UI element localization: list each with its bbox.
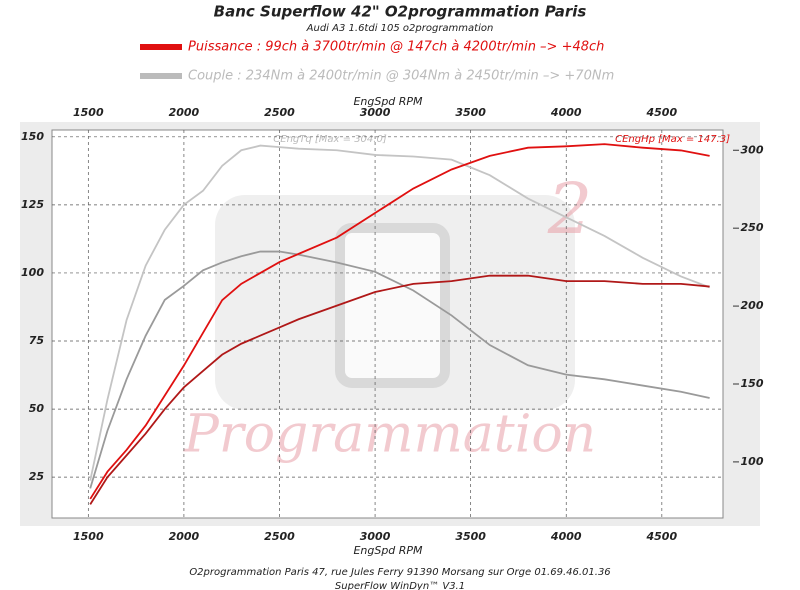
x-tick-label-top: 2000 — [169, 106, 200, 119]
chart-title: Banc Superflow 42" O2programmation Paris — [214, 3, 587, 21]
watermark-logo-frame — [335, 223, 450, 388]
y-tick-label: 75 — [29, 334, 45, 347]
footer: O2programmation Paris 47, rue Jules Ferr… — [189, 567, 610, 578]
x-tick-label-top: 4500 — [646, 106, 678, 119]
annotation: CEngHp [Max = 147.3] — [615, 134, 730, 145]
series-line — [89, 274, 710, 505]
y2-tick-label: 200 — [741, 299, 764, 312]
y-tick-label: 125 — [21, 198, 44, 211]
legend-label: Couple : 234Nm à 2400tr/min @ 304Nm à 24… — [188, 69, 614, 84]
x-tick-label-top: 2500 — [264, 106, 295, 119]
y-tick-label: 150 — [21, 130, 44, 143]
chart-subtitle: Audi A3 1.6tdi 105 o2programmation — [306, 23, 494, 34]
x-tick-label: 1500 — [73, 530, 104, 543]
footer: SuperFlow WinDyn™ V3.1 — [335, 581, 465, 590]
x-tick-label: 4500 — [646, 530, 678, 543]
legend-label: Puissance : 99ch à 3700tr/min @ 147ch à … — [188, 40, 604, 55]
x-tick-label: 3000 — [360, 530, 391, 543]
legend-swatch — [140, 44, 182, 50]
x-tick-label-top: 4000 — [550, 106, 582, 119]
x-tick-label: 3500 — [455, 530, 486, 543]
x-tick-label: 4000 — [550, 530, 582, 543]
y-tick-label: 100 — [21, 266, 44, 279]
y-tick-label: 25 — [29, 470, 45, 483]
y2-tick-label: 250 — [741, 221, 764, 234]
x-tick-label-top: 3000 — [360, 106, 391, 119]
series-line — [89, 143, 710, 500]
series-line — [89, 144, 710, 481]
x-tick-label-top: 1500 — [73, 106, 104, 119]
annotation: CEngTq [Max = 304.0] — [273, 134, 387, 145]
x-tick-label-top: 3500 — [455, 106, 486, 119]
y-tick-label: 50 — [29, 402, 45, 415]
y2-tick-label: 300 — [741, 143, 764, 156]
x-tick-label: 2500 — [264, 530, 295, 543]
x-tick-label: 2000 — [169, 530, 200, 543]
x-axis-title-top: EngSpd RPM — [353, 95, 423, 108]
y2-tick-label: 100 — [741, 455, 764, 468]
x-axis-title: EngSpd RPM — [353, 544, 423, 557]
watermark-logo: 2 — [547, 168, 593, 250]
y2-tick-label: 150 — [741, 377, 764, 390]
legend-swatch — [140, 73, 182, 79]
watermark: Programmation — [183, 405, 596, 465]
